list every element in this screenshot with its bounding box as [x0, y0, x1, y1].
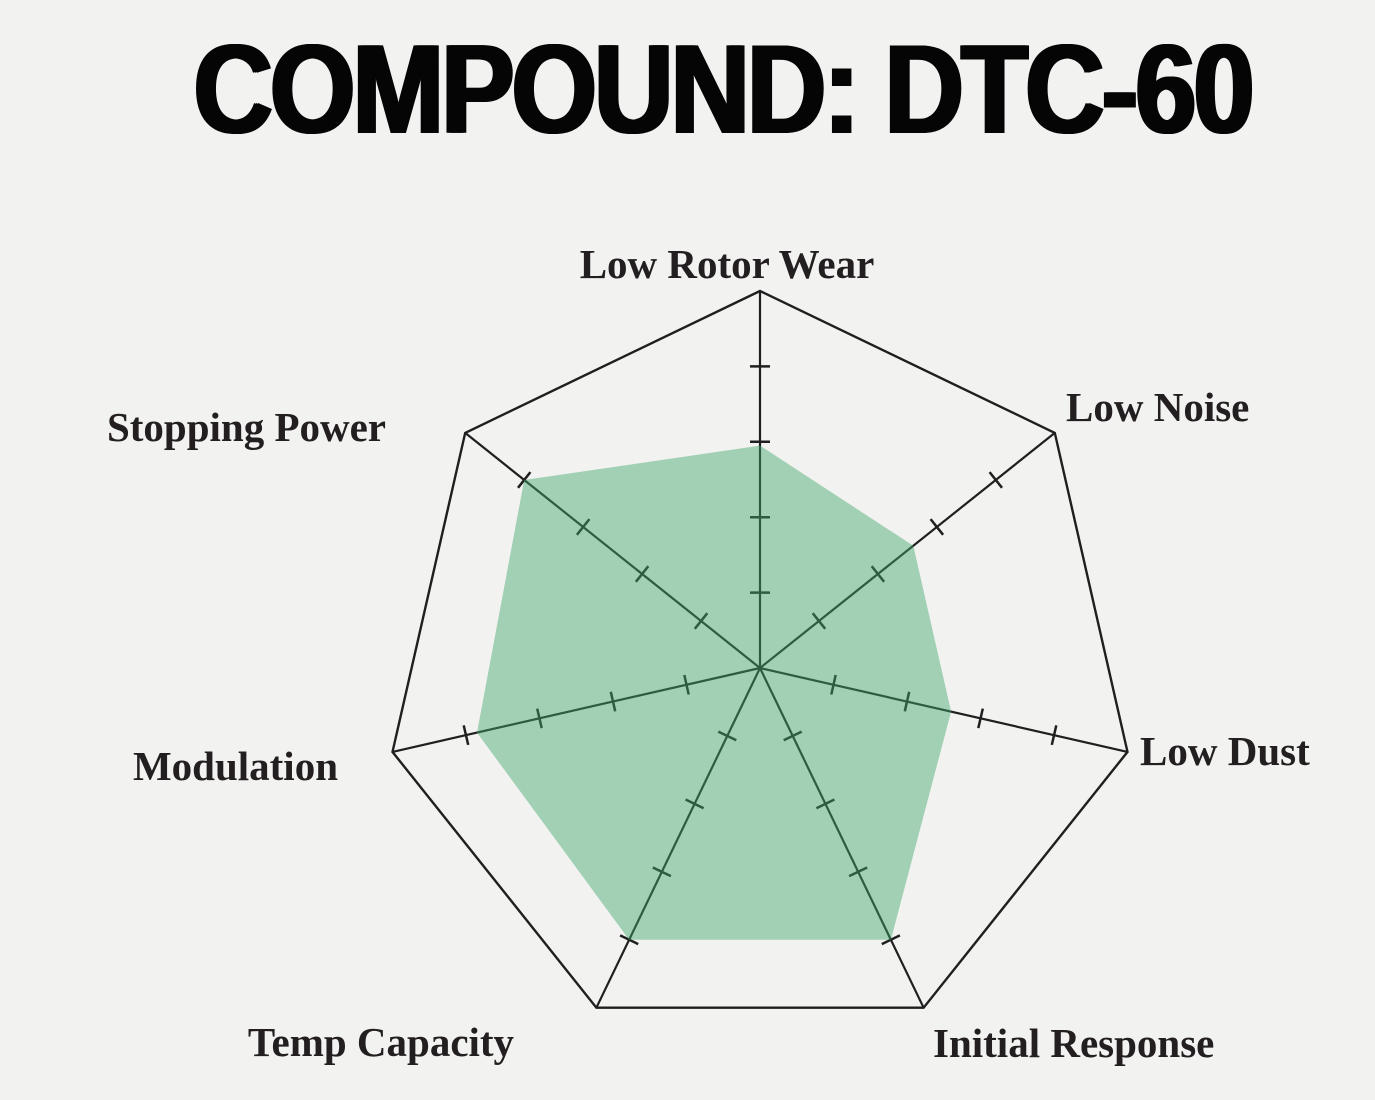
radar-tick-mark [652, 866, 672, 878]
radar-axis-spoke [595, 667, 761, 1009]
radar-tick-mark [870, 565, 886, 583]
radar-tick-mark [1050, 725, 1058, 746]
axis-labels: Low Rotor Wear Low Noise Low Dust Initial R… [107, 241, 1310, 1066]
radar-tick-mark [783, 730, 803, 742]
radar-outer-ring [391, 289, 1129, 1009]
radar-tick-mark [811, 612, 827, 630]
radar-tick-mark [815, 798, 835, 810]
radar-axis-spoke [392, 666, 761, 753]
radar-tick-mark [717, 730, 737, 742]
axis-label-low-dust: Low Dust [1140, 728, 1310, 774]
radar-tick-mark [830, 674, 837, 695]
radar-tick-mark [535, 708, 543, 729]
radar-tick-mark [619, 934, 639, 946]
radar-tick-mark [848, 866, 868, 878]
axis-label-low-noise: Low Noise [1066, 384, 1249, 430]
radar-axis-spoke [759, 667, 925, 1009]
radar-axis-spoke [759, 666, 1128, 753]
radar-tick-mark [634, 565, 650, 583]
radar-tick-mark [683, 674, 690, 695]
radar-tick-mark [517, 471, 532, 489]
radar-tick-mark [575, 518, 591, 536]
radar-grid [391, 289, 1129, 1009]
axis-label-low-rotor-wear: Low Rotor Wear [580, 241, 875, 287]
radar-tick-mark [881, 934, 901, 946]
radar-tick-mark [609, 691, 617, 712]
radar-tick-mark [929, 518, 945, 536]
axis-label-initial-response: Initial Response [933, 1020, 1214, 1066]
radar-tick-mark [685, 798, 705, 810]
radar-tick-mark [977, 708, 985, 729]
radar-tick-mark [693, 612, 709, 630]
radar-tick-mark [988, 471, 1003, 489]
axis-label-modulation: Modulation [133, 743, 338, 789]
radar-axis-spoke [759, 432, 1056, 669]
radar-tick-mark [462, 725, 470, 746]
axis-label-temp-capacity: Temp Capacity [248, 1019, 515, 1065]
axis-label-stopping-power: Stopping Power [107, 404, 386, 450]
radar-axis-spoke [464, 432, 761, 669]
data-polygon [477, 445, 952, 940]
radar-tick-mark [903, 691, 911, 712]
chart-title: COMPOUND: DTC-60 [193, 18, 1254, 161]
